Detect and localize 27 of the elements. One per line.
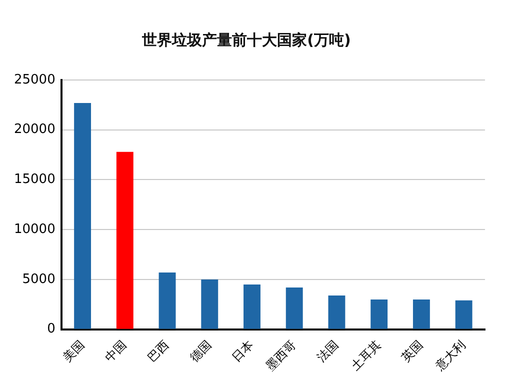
y-tick-label: 10000	[14, 222, 56, 237]
y-tick-label: 0	[47, 322, 56, 337]
bar	[455, 300, 472, 329]
bar	[201, 279, 218, 329]
y-tick-label: 15000	[14, 172, 56, 188]
bar	[370, 299, 388, 329]
x-tick-label: 日本	[229, 338, 256, 365]
y-tick-label: 20000	[14, 122, 56, 138]
x-tick-label: 巴西	[144, 338, 172, 365]
x-tick-label: 美国	[60, 338, 87, 365]
x-tick-label: 土耳其	[348, 338, 384, 374]
x-tick-label: 英国	[398, 338, 426, 365]
x-tick-label: 德国	[187, 338, 214, 365]
bar	[116, 152, 134, 329]
y-tick-label: 5000	[22, 272, 56, 287]
y-tick-label: 25000	[14, 72, 56, 88]
x-tick-label: 中国	[102, 338, 130, 365]
x-tick-label: 法国	[314, 338, 342, 365]
x-tick-label: 墨西哥	[263, 338, 299, 374]
x-tick-label: 意大利	[432, 338, 468, 374]
bar	[74, 102, 92, 329]
bar	[412, 299, 430, 329]
chart-title: 世界垃圾产量前十大国家(万吨)	[141, 30, 351, 49]
bar	[158, 272, 176, 329]
bar	[286, 287, 303, 329]
bar	[244, 284, 260, 329]
bar	[328, 295, 346, 329]
